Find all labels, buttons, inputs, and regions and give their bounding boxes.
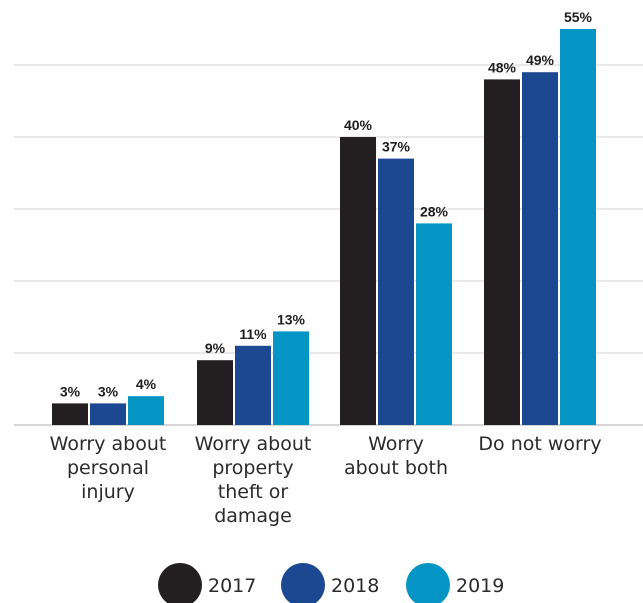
value-label: 40% bbox=[344, 117, 373, 133]
bar-2019-1 bbox=[273, 331, 309, 425]
bar-2017-3 bbox=[484, 79, 520, 426]
value-label: 48% bbox=[488, 59, 517, 75]
category-label-line: property bbox=[212, 457, 293, 479]
bar-2018-1 bbox=[235, 345, 271, 425]
value-label: 9% bbox=[205, 340, 226, 356]
bar-2019-0 bbox=[128, 396, 164, 425]
category-label: Worry about both bbox=[344, 433, 448, 479]
category-label: Do not worry bbox=[478, 433, 601, 455]
category-label-line: Worry bbox=[368, 433, 424, 455]
value-label: 37% bbox=[382, 139, 411, 155]
value-label: 49% bbox=[526, 52, 555, 68]
category-label-line: about both bbox=[344, 457, 448, 479]
category-label: Worry about property theft or damage bbox=[195, 433, 312, 527]
bar-2017-2 bbox=[340, 137, 376, 425]
bar-2018-2 bbox=[378, 158, 414, 425]
category-label-line: personal bbox=[67, 457, 149, 479]
category-label-line: Worry about bbox=[50, 433, 167, 455]
bar-2018-3 bbox=[522, 72, 558, 425]
legend: 2017 2018 2019 bbox=[158, 563, 504, 603]
bar-2017-1 bbox=[197, 360, 233, 425]
bar-2017-0 bbox=[52, 403, 88, 425]
legend-marker-2017 bbox=[158, 563, 202, 603]
bar-2019-2 bbox=[416, 223, 452, 425]
value-label: 55% bbox=[564, 9, 593, 25]
category-label-line: Do not worry bbox=[478, 433, 601, 455]
bar-2018-0 bbox=[90, 403, 126, 425]
value-label: 3% bbox=[60, 383, 81, 399]
category-label: Worry about personal injury bbox=[50, 433, 167, 503]
value-label: 4% bbox=[136, 376, 157, 392]
category-label-line: Worry about bbox=[195, 433, 312, 455]
category-label-line: theft or bbox=[218, 481, 289, 503]
value-labels: 3% 9% 40% 48% 3% 11% 37% 49% 4% 13% 28% 55% bbox=[60, 9, 593, 399]
value-label: 11% bbox=[239, 326, 267, 342]
value-label: 3% bbox=[98, 383, 119, 399]
value-label: 28% bbox=[420, 203, 449, 219]
legend-label-2018: 2018 bbox=[331, 575, 379, 597]
legend-marker-2018 bbox=[281, 563, 325, 603]
legend-marker-2019 bbox=[406, 563, 450, 603]
legend-label-2019: 2019 bbox=[456, 575, 504, 597]
bars bbox=[52, 29, 596, 426]
category-label-line: damage bbox=[214, 505, 292, 527]
bar-2019-3 bbox=[560, 29, 596, 425]
category-label-line: injury bbox=[81, 481, 135, 503]
legend-label-2017: 2017 bbox=[208, 575, 256, 597]
value-label: 13% bbox=[277, 311, 306, 327]
